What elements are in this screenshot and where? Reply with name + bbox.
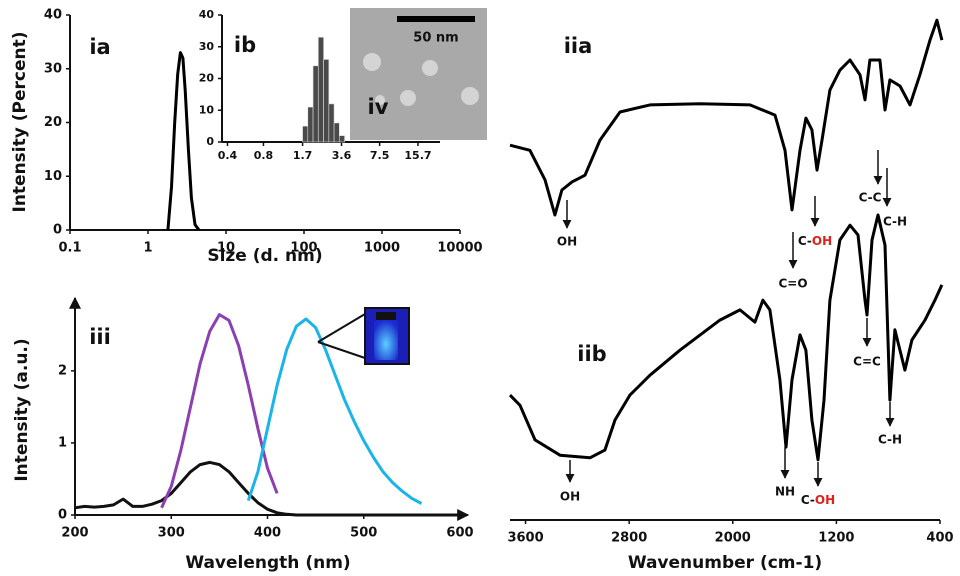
histogram-bar xyxy=(339,135,345,143)
y-tick-label: 40 xyxy=(44,8,62,23)
particle xyxy=(375,95,385,105)
x-tick-label: 500 xyxy=(350,526,377,541)
x-tick-label: 10 xyxy=(217,241,235,256)
x-tick-label: 100 xyxy=(290,241,317,256)
histogram-bar xyxy=(333,122,340,143)
x-tick-label: 1200 xyxy=(818,531,854,546)
x-tick-label: 0.1 xyxy=(58,241,81,256)
x-tick-label: 1 xyxy=(143,241,152,256)
x-tick-label: 3.6 xyxy=(332,149,352,162)
annotation: OH xyxy=(560,490,580,504)
x-tick-label: 1000 xyxy=(364,241,400,256)
y-tick-label: 10 xyxy=(199,103,215,116)
y-axis-title: Intensity (Percent) xyxy=(10,31,30,212)
panel-label: iii xyxy=(89,325,111,349)
annotation: OH xyxy=(557,235,577,249)
y-tick-label: 20 xyxy=(199,72,215,85)
histogram-bar xyxy=(317,36,324,143)
y-tick-label: 2 xyxy=(58,363,67,378)
x-tick-label: 600 xyxy=(446,526,473,541)
annotation: C-H xyxy=(878,433,902,447)
x-axis-title: Wavenumber (cm-1) xyxy=(628,553,822,573)
y-axis-title: Intensity (a.u.) xyxy=(12,338,32,481)
series-label: iib xyxy=(577,342,606,366)
data-line xyxy=(508,213,944,462)
panel-label: ia xyxy=(89,35,110,59)
histogram-bar xyxy=(302,125,309,143)
x-tick-label: 200 xyxy=(61,526,88,541)
scale-bar-label: 50 nm xyxy=(413,31,458,46)
annotation-part: C- xyxy=(801,493,815,507)
x-tick-label: 3600 xyxy=(507,531,543,546)
annotation: C-OH xyxy=(801,493,835,507)
particle xyxy=(422,60,438,76)
y-tick-label: 30 xyxy=(44,61,62,76)
x-tick-label: 7.5 xyxy=(370,149,390,162)
panel-label: iv xyxy=(368,95,389,119)
series-label: iia xyxy=(564,34,593,58)
annotation-part: C- xyxy=(798,234,812,248)
annotation: NH xyxy=(775,485,795,499)
y-tick-label: 0 xyxy=(53,223,62,238)
y-tick-label: 0 xyxy=(58,508,67,523)
x-tick-label: 1.7 xyxy=(293,149,313,162)
annotation-part: OH xyxy=(812,234,832,248)
y-tick-label: 40 xyxy=(199,8,215,21)
x-tick-label: 0.4 xyxy=(218,149,238,162)
y-tick-label: 0 xyxy=(206,135,214,148)
panel-label: ib xyxy=(234,33,256,57)
data-line xyxy=(160,313,279,509)
annotation-part: OH xyxy=(815,493,835,507)
x-axis-title: Size (d. nm) xyxy=(207,246,322,266)
vial-inset xyxy=(317,307,410,365)
x-axis-title: Wavelength (nm) xyxy=(185,553,350,573)
annotation: C-OH xyxy=(798,234,832,248)
x-tick-label: 400 xyxy=(254,526,281,541)
histogram-bar xyxy=(328,103,335,143)
y-tick-label: 20 xyxy=(44,115,62,130)
data-line xyxy=(166,51,201,231)
y-tick-label: 10 xyxy=(44,169,62,184)
x-tick-label: 0.8 xyxy=(254,149,274,162)
tem-image xyxy=(350,8,487,140)
x-tick-label: 2800 xyxy=(611,531,647,546)
scale-bar xyxy=(397,16,475,22)
x-tick-label: 15.7 xyxy=(404,149,431,162)
annotation: C-C xyxy=(859,191,882,205)
x-tick-label: 300 xyxy=(158,526,185,541)
annotation: C=O xyxy=(778,277,807,291)
particle xyxy=(363,53,381,71)
annotation: C-H xyxy=(883,215,907,229)
particle xyxy=(461,87,479,105)
data-line xyxy=(509,18,944,217)
histogram-bar xyxy=(323,59,330,143)
x-tick-label: 400 xyxy=(926,531,953,546)
data-line xyxy=(74,460,460,517)
data-line xyxy=(246,317,423,505)
annotation: C=C xyxy=(853,355,881,369)
y-tick-label: 30 xyxy=(199,40,215,53)
histogram-bar xyxy=(307,106,314,143)
histogram-bar xyxy=(312,65,319,143)
y-tick-label: 1 xyxy=(58,435,67,450)
particle xyxy=(400,90,416,106)
x-tick-label: 10000 xyxy=(437,241,482,256)
x-tick-label: 2000 xyxy=(715,531,751,546)
